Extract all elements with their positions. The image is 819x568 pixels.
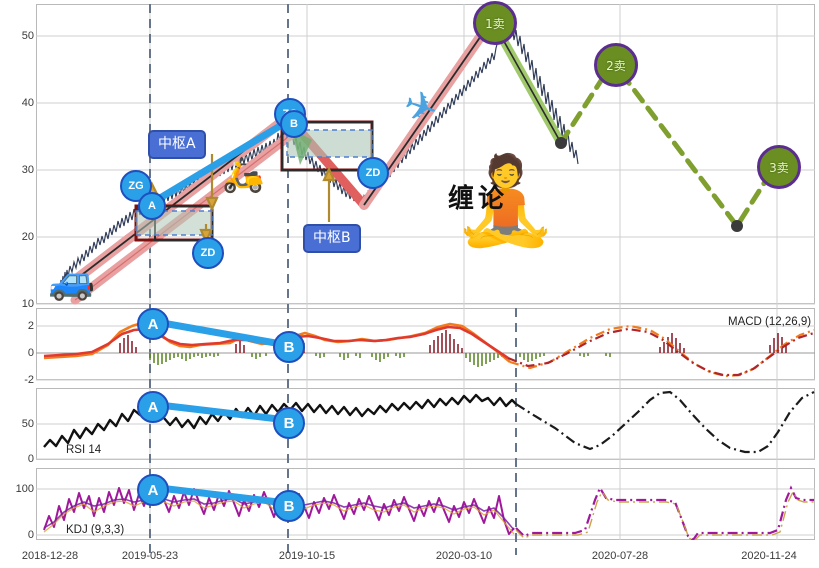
sell-point-1[interactable]: 1卖 xyxy=(473,1,517,45)
y-tick-macd-0: 0 xyxy=(27,347,34,359)
x-tick-3: 2020-03-10 xyxy=(435,550,493,562)
rsi-label: RSI 14 xyxy=(66,444,102,456)
divergence-line-macd xyxy=(147,317,291,349)
y-tick-rsi-50: 50 xyxy=(21,418,34,430)
divergence-b-rsi[interactable]: B xyxy=(273,407,305,439)
x-tick-1: 2019-05-23 xyxy=(121,550,179,562)
divergence-line-price xyxy=(146,116,294,208)
divergence-line-rsi xyxy=(147,400,291,424)
y-tick-price-40: 40 xyxy=(21,97,34,109)
sell-point-3[interactable]: 3卖 xyxy=(757,145,801,189)
y-tick-price-50: 50 xyxy=(21,30,34,42)
chanlun-watermark: 缠论 xyxy=(448,184,509,214)
macd-label: MACD (12,26,9) xyxy=(728,316,812,328)
y-tick-rsi-0: 0 xyxy=(27,453,34,465)
zhongshu-b-label[interactable]: 中枢B xyxy=(303,224,361,253)
macd-histogram xyxy=(119,330,787,367)
monk-emoji: 🧘 xyxy=(452,153,560,249)
rsi-projected xyxy=(515,390,815,454)
macd-series xyxy=(36,321,815,378)
kdj-projected xyxy=(515,485,814,540)
divergence-lines xyxy=(146,116,294,507)
zhongshu-a-point-bubble[interactable]: A xyxy=(138,192,166,220)
vertical-marker-lines xyxy=(149,4,517,555)
x-tick-0: 2018-12-28 xyxy=(21,550,79,562)
divergence-a-rsi[interactable]: A xyxy=(137,391,169,423)
y-tick-price-30: 30 xyxy=(21,164,34,176)
zhongshu-a-label[interactable]: 中枢A xyxy=(148,130,206,159)
divergence-a-macd[interactable]: A xyxy=(137,308,169,340)
projection-low-2 xyxy=(731,220,743,232)
y-tick-kdj-0: 0 xyxy=(27,529,34,541)
scooter-emoji: 🛵 xyxy=(222,156,265,194)
zhongshu-b-point-bubble[interactable]: B xyxy=(280,110,308,138)
divergence-line-kdj xyxy=(147,483,291,507)
macd-dif-projected xyxy=(509,324,815,378)
y-tick-price-10: 10 xyxy=(21,298,34,310)
zhongshu-b-zd-bubble[interactable]: ZD xyxy=(357,157,389,189)
y-tick-price-20: 20 xyxy=(21,231,34,243)
gridlines-horizontal xyxy=(36,35,815,536)
divergence-a-kdj[interactable]: A xyxy=(137,474,169,506)
divergence-b-macd[interactable]: B xyxy=(273,331,305,363)
zhongshu-a-box xyxy=(134,204,214,242)
kdj-label: KDJ (9,3,3) xyxy=(66,524,125,536)
sell-point-2[interactable]: 2卖 xyxy=(594,43,638,87)
kdj-projected-secondary xyxy=(515,490,814,540)
x-tick-4: 2020-07-28 xyxy=(591,550,649,562)
macd-dea-projected xyxy=(507,327,815,377)
divergence-b-kdj[interactable]: B xyxy=(273,490,305,522)
trend-lines xyxy=(57,15,497,305)
y-tick-macd-2: 2 xyxy=(27,320,34,332)
y-tick-macd-neg2: -2 xyxy=(24,374,34,386)
y-tick-kdj-100: 100 xyxy=(15,483,34,495)
x-tick-5: 2020-11-24 xyxy=(741,550,797,562)
gridlines-vertical xyxy=(149,4,778,540)
car-emoji: 🚙 xyxy=(48,260,96,302)
zhongshu-a-zd-bubble[interactable]: ZD xyxy=(192,237,224,269)
x-tick-2: 2019-10-15 xyxy=(278,550,336,562)
projection-low-1 xyxy=(555,137,567,149)
